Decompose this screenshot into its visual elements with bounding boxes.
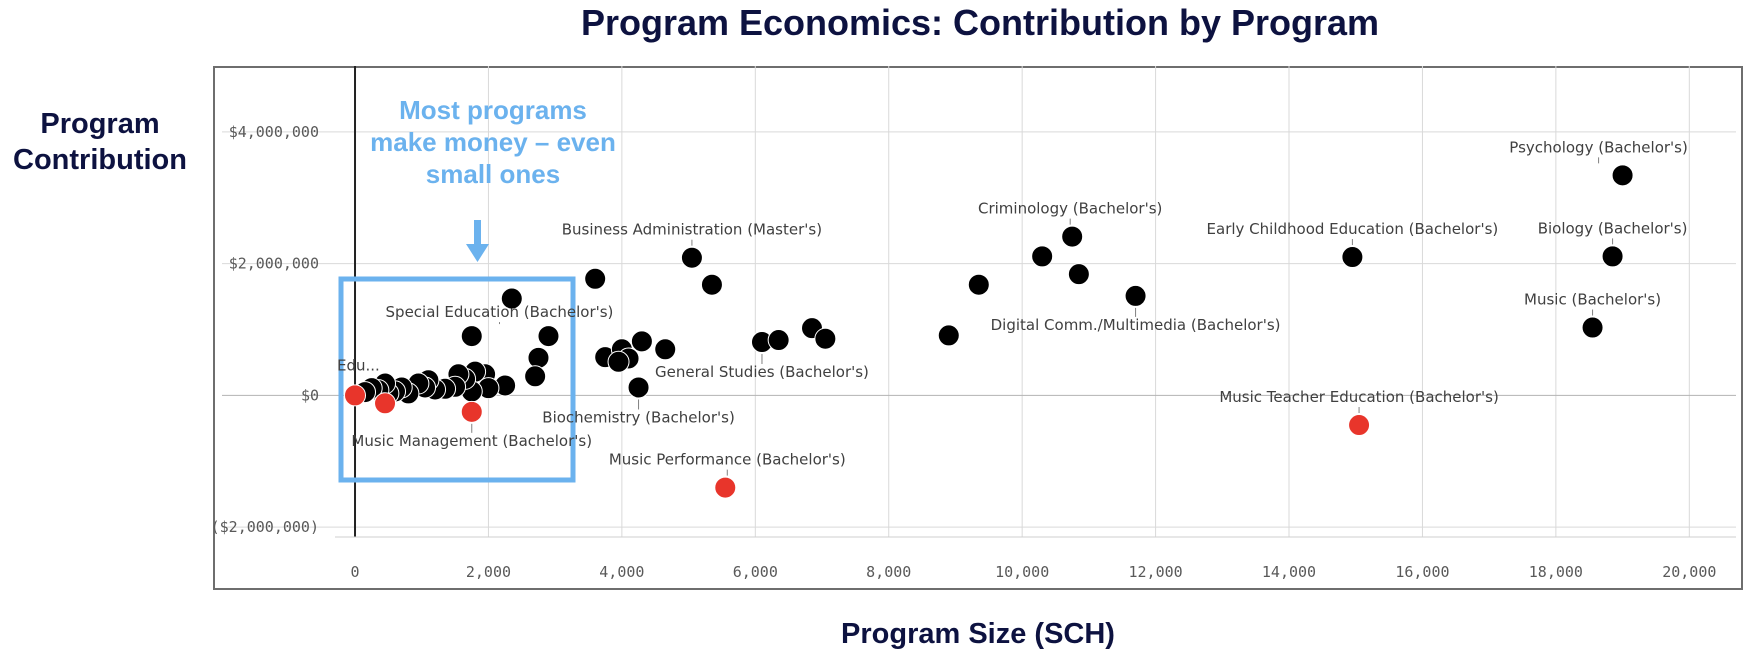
data-point <box>680 246 703 269</box>
data-point-negative <box>460 400 483 423</box>
data-point <box>967 273 990 296</box>
x-tick-label: 8,000 <box>866 563 911 581</box>
highlight-box <box>338 276 576 483</box>
chart-title: Program Economics: Contribution by Progr… <box>580 2 1380 43</box>
x-tick-label: 12,000 <box>1128 563 1182 581</box>
data-point <box>1031 245 1054 268</box>
data-points <box>344 164 1634 499</box>
axes <box>335 66 1736 538</box>
data-point-negative <box>344 384 367 407</box>
data-point <box>937 324 960 347</box>
y-axis-label: Program Contribution <box>13 108 187 176</box>
x-tick-label: 2,000 <box>466 563 511 581</box>
y-tick-label: $4,000,000 <box>229 123 319 141</box>
data-point <box>1341 246 1364 269</box>
arrow-head <box>466 244 489 262</box>
data-point <box>630 330 653 353</box>
label-leaders <box>471 157 1614 476</box>
y-tick-label: ($2,000,000) <box>211 518 319 536</box>
data-point <box>584 267 607 290</box>
point-label: Edu... <box>337 356 380 374</box>
point-label: Music Performance (Bachelor's) <box>609 451 846 469</box>
x-tick-label: 14,000 <box>1262 563 1316 581</box>
point-label: Digital Comm./Multimedia (Bachelor's) <box>991 316 1281 334</box>
point-label: Biology (Bachelor's) <box>1538 219 1688 237</box>
point-label: Music Management (Bachelor's) <box>351 432 592 450</box>
callout-text: Most programs <box>399 95 587 125</box>
data-point <box>607 350 630 373</box>
data-point <box>1124 284 1147 307</box>
data-point <box>527 346 550 369</box>
x-tick-label: 6,000 <box>733 563 778 581</box>
x-axis-label: Program Size (SCH) <box>841 618 1115 650</box>
data-point-negative <box>374 392 397 415</box>
point-label: Special Education (Bachelor's) <box>386 303 614 321</box>
data-point-negative <box>714 476 737 499</box>
data-point <box>524 365 547 388</box>
data-point <box>537 325 560 348</box>
point-label: Music (Bachelor's) <box>1524 291 1661 309</box>
data-point <box>1061 225 1084 248</box>
point-label: Music Teacher Education (Bachelor's) <box>1219 388 1498 406</box>
data-point <box>1601 245 1624 268</box>
data-point <box>460 325 483 348</box>
x-tick-label: 10,000 <box>995 563 1049 581</box>
plot-frame <box>213 66 1743 590</box>
point-label: Criminology (Bachelor's) <box>978 200 1162 218</box>
y-tick-label: $2,000,000 <box>229 255 319 273</box>
point-label: Psychology (Bachelor's) <box>1509 138 1688 156</box>
arrow-shaft <box>474 220 481 246</box>
data-point <box>700 273 723 296</box>
data-point <box>814 327 837 350</box>
data-point <box>1611 164 1634 187</box>
callout-text: make money – even <box>370 127 616 157</box>
data-point <box>654 338 677 361</box>
data-point <box>1581 316 1604 339</box>
callout-text: small ones <box>426 159 560 189</box>
x-tick-label: 4,000 <box>599 563 644 581</box>
point-labels: Psychology (Bachelor's) Biology (Bachelor… <box>337 138 1688 468</box>
data-point-negative <box>1348 414 1371 437</box>
x-tick-label: 0 <box>350 563 359 581</box>
tick-labels: 0 2,000 4,000 6,000 8,000 10,000 12,000 14,000 1… <box>211 123 1717 581</box>
data-point <box>627 376 650 399</box>
data-point <box>767 329 790 352</box>
x-tick-label: 18,000 <box>1529 563 1583 581</box>
point-label: General Studies (Bachelor's) <box>655 363 869 381</box>
x-tick-label: 20,000 <box>1662 563 1716 581</box>
data-point <box>1067 263 1090 286</box>
point-label: Business Administration (Master's) <box>562 221 822 239</box>
point-label: Early Childhood Education (Bachelor's) <box>1207 220 1499 238</box>
data-point <box>500 287 523 310</box>
point-label: Biochemistry (Bachelor's) <box>542 408 735 426</box>
y-tick-label: $0 <box>301 386 319 404</box>
x-tick-label: 16,000 <box>1395 563 1449 581</box>
